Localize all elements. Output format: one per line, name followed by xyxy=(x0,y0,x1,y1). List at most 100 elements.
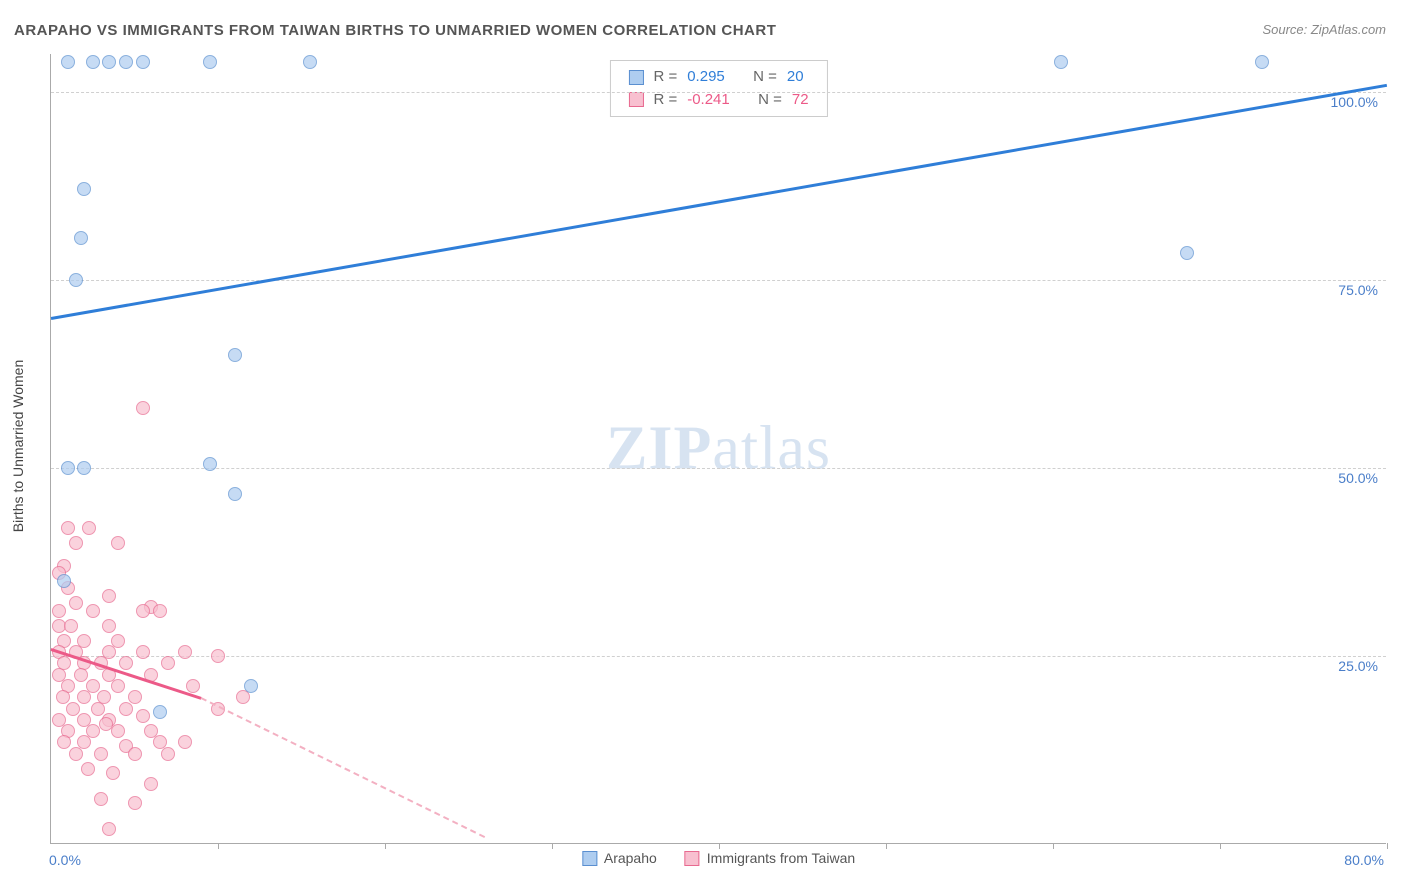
data-point xyxy=(178,645,192,659)
data-point xyxy=(102,619,116,633)
watermark: ZIPatlas xyxy=(606,413,831,484)
data-point xyxy=(99,717,113,731)
data-point xyxy=(61,55,75,69)
data-point xyxy=(102,589,116,603)
data-point xyxy=(1054,55,1068,69)
data-point xyxy=(74,668,88,682)
data-point xyxy=(136,709,150,723)
data-point xyxy=(111,536,125,550)
trend-line xyxy=(201,697,486,838)
data-point xyxy=(52,604,66,618)
data-point xyxy=(94,792,108,806)
data-point xyxy=(57,574,71,588)
swatch-pink-icon xyxy=(685,851,700,866)
data-point xyxy=(69,536,83,550)
data-point xyxy=(102,822,116,836)
data-point xyxy=(161,747,175,761)
source-label: Source: ZipAtlas.com xyxy=(1262,22,1386,37)
data-point xyxy=(77,182,91,196)
watermark-zip: ZIP xyxy=(606,414,712,482)
data-point xyxy=(94,747,108,761)
legend-row-blue: R = 0.295 N = 20 xyxy=(628,66,808,89)
data-point xyxy=(186,679,200,693)
gridline-h xyxy=(51,92,1386,93)
chart-title: ARAPAHO VS IMMIGRANTS FROM TAIWAN BIRTHS… xyxy=(14,22,776,39)
xtick-mark xyxy=(385,843,386,849)
data-point xyxy=(119,656,133,670)
correlation-legend: R = 0.295 N = 20 R = -0.241 N = 72 xyxy=(609,60,827,117)
legend-label-pink: Immigrants from Taiwan xyxy=(707,850,855,866)
data-point xyxy=(128,747,142,761)
legend-label-blue: Arapaho xyxy=(604,850,657,866)
data-point xyxy=(74,231,88,245)
data-point xyxy=(136,55,150,69)
data-point xyxy=(66,702,80,716)
chart-plot-area: ZIPatlas R = 0.295 N = 20 R = -0.241 N =… xyxy=(50,54,1386,844)
data-point xyxy=(153,705,167,719)
data-point xyxy=(128,796,142,810)
data-point xyxy=(178,735,192,749)
data-point xyxy=(144,777,158,791)
legend-item-pink: Immigrants from Taiwan xyxy=(685,850,855,866)
data-point xyxy=(136,645,150,659)
data-point xyxy=(244,679,258,693)
data-point xyxy=(102,55,116,69)
data-point xyxy=(161,656,175,670)
ytick-label: 25.0% xyxy=(1338,658,1378,674)
data-point xyxy=(61,521,75,535)
data-point xyxy=(1255,55,1269,69)
data-point xyxy=(86,604,100,618)
data-point xyxy=(228,348,242,362)
n-value-blue: 20 xyxy=(787,66,804,89)
xtick-mark xyxy=(1053,843,1054,849)
n-label: N = xyxy=(753,66,777,89)
data-point xyxy=(119,702,133,716)
data-point xyxy=(211,649,225,663)
y-axis-label: Births to Unmarried Women xyxy=(10,360,26,532)
data-point xyxy=(203,457,217,471)
data-point xyxy=(77,690,91,704)
xtick-label: 80.0% xyxy=(1344,852,1384,868)
ytick-label: 75.0% xyxy=(1338,282,1378,298)
data-point xyxy=(111,724,125,738)
data-point xyxy=(119,55,133,69)
xtick-mark xyxy=(719,843,720,849)
data-point xyxy=(64,619,78,633)
swatch-blue xyxy=(628,70,643,85)
legend-item-blue: Arapaho xyxy=(582,850,657,866)
data-point xyxy=(69,747,83,761)
xtick-mark xyxy=(218,843,219,849)
series-legend: Arapaho Immigrants from Taiwan xyxy=(582,850,855,866)
xtick-mark xyxy=(1220,843,1221,849)
xtick-mark xyxy=(552,843,553,849)
xtick-label: 0.0% xyxy=(49,852,81,868)
watermark-atlas: atlas xyxy=(712,414,831,482)
data-point xyxy=(86,55,100,69)
ytick-label: 100.0% xyxy=(1331,94,1378,110)
r-value-blue: 0.295 xyxy=(687,66,725,89)
data-point xyxy=(69,596,83,610)
data-point xyxy=(203,55,217,69)
data-point xyxy=(106,766,120,780)
gridline-h xyxy=(51,656,1386,657)
xtick-mark xyxy=(1387,843,1388,849)
data-point xyxy=(81,762,95,776)
swatch-pink xyxy=(628,92,643,107)
ytick-label: 50.0% xyxy=(1338,470,1378,486)
data-point xyxy=(136,401,150,415)
r-label: R = xyxy=(653,66,677,89)
data-point xyxy=(69,273,83,287)
xtick-mark xyxy=(886,843,887,849)
data-point xyxy=(136,604,150,618)
data-point xyxy=(57,735,71,749)
data-point xyxy=(61,461,75,475)
trend-line xyxy=(51,84,1387,320)
data-point xyxy=(303,55,317,69)
data-point xyxy=(1180,246,1194,260)
data-point xyxy=(77,461,91,475)
data-point xyxy=(111,679,125,693)
gridline-h xyxy=(51,468,1386,469)
gridline-h xyxy=(51,280,1386,281)
data-point xyxy=(153,604,167,618)
data-point xyxy=(91,702,105,716)
